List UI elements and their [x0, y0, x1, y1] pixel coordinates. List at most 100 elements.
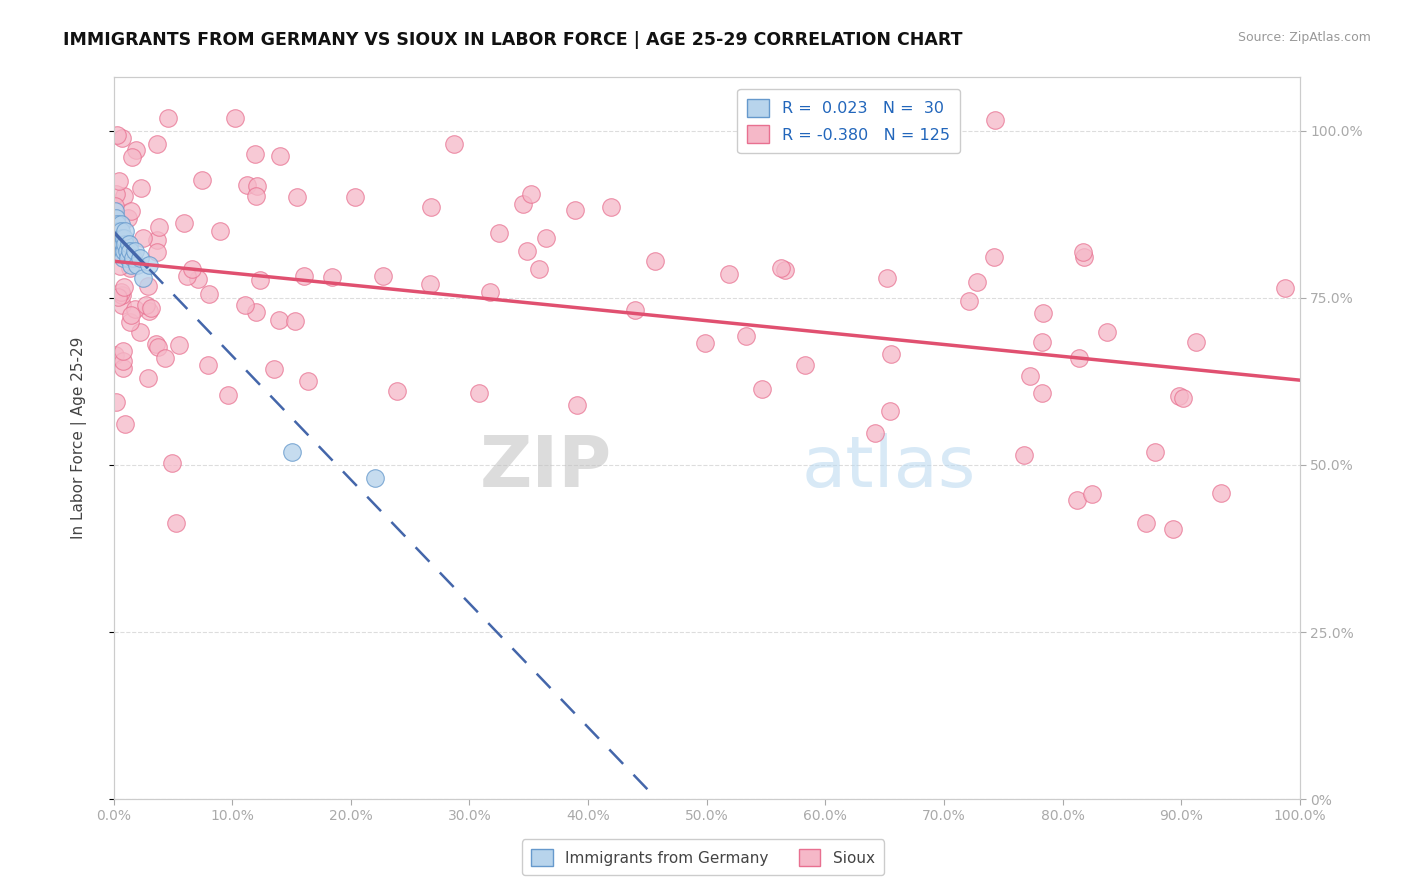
Point: [1143, 445, 1166, 459]
Point: [132, 271, 155, 285]
Point: [512, 197, 534, 211]
Y-axis label: In Labor Force | Age 25-29: In Labor Force | Age 25-29: [72, 337, 87, 540]
Point: [280, 444, 302, 458]
Point: [249, 273, 271, 287]
Point: [773, 263, 796, 277]
Point: [693, 336, 716, 351]
Point: [112, 244, 135, 259]
Point: [1071, 245, 1094, 260]
Point: [233, 298, 256, 312]
Point: [718, 267, 741, 281]
Point: [245, 304, 267, 318]
Point: [1031, 334, 1053, 349]
Point: [600, 200, 623, 214]
Point: [751, 382, 773, 396]
Point: [111, 131, 134, 145]
Point: [115, 244, 138, 259]
Point: [243, 146, 266, 161]
Point: [108, 237, 131, 252]
Point: [235, 178, 257, 193]
Point: [959, 293, 981, 308]
Point: [120, 244, 142, 259]
Point: [1161, 522, 1184, 536]
Point: [124, 301, 146, 316]
Point: [879, 403, 901, 417]
Point: [129, 325, 152, 339]
Point: [104, 199, 127, 213]
Point: [269, 149, 291, 163]
Point: [488, 226, 510, 240]
Point: [107, 290, 129, 304]
Point: [467, 385, 489, 400]
Point: [217, 388, 239, 402]
Point: [146, 137, 169, 152]
Point: [419, 277, 441, 291]
Point: [110, 224, 132, 238]
Point: [107, 224, 129, 238]
Point: [138, 304, 160, 318]
Point: [108, 260, 131, 274]
Point: [197, 358, 219, 372]
Point: [644, 253, 666, 268]
Point: [198, 286, 221, 301]
Point: [735, 329, 758, 343]
Point: [120, 203, 142, 218]
Point: [321, 270, 343, 285]
Point: [263, 361, 285, 376]
Point: [114, 237, 136, 252]
Point: [385, 384, 408, 398]
Point: [111, 287, 134, 301]
Point: [125, 143, 148, 157]
Point: [373, 268, 395, 283]
Point: [112, 231, 135, 245]
Point: [105, 211, 128, 225]
Point: [516, 244, 538, 259]
Point: [127, 258, 149, 272]
Point: [478, 285, 501, 299]
Point: [118, 261, 141, 276]
Point: [105, 128, 128, 143]
Point: [880, 347, 903, 361]
Point: [865, 426, 887, 441]
Point: [1095, 325, 1118, 339]
Point: [564, 202, 586, 217]
Point: [1184, 334, 1206, 349]
Point: [224, 111, 246, 125]
Point: [1014, 448, 1036, 462]
Point: [118, 237, 141, 252]
Point: [145, 337, 167, 351]
Point: [297, 374, 319, 388]
Point: [104, 394, 127, 409]
Point: [984, 113, 1007, 128]
Point: [1274, 281, 1296, 295]
Point: [121, 151, 143, 165]
Point: [105, 218, 128, 232]
Point: [146, 244, 169, 259]
Point: [1167, 389, 1189, 403]
Point: [245, 189, 267, 203]
Legend: R =  0.023   N =  30, R = -0.380   N = 125: R = 0.023 N = 30, R = -0.380 N = 125: [737, 89, 960, 153]
Point: [131, 231, 153, 245]
Point: [343, 189, 366, 203]
Point: [1135, 516, 1157, 530]
Point: [111, 237, 134, 252]
Point: [105, 218, 128, 232]
Point: [112, 251, 135, 265]
Text: IMMIGRANTS FROM GERMANY VS SIOUX IN LABOR FORCE | AGE 25-29 CORRELATION CHART: IMMIGRANTS FROM GERMANY VS SIOUX IN LABO…: [63, 31, 963, 49]
Point: [1081, 486, 1104, 500]
Text: Source: ZipAtlas.com: Source: ZipAtlas.com: [1237, 31, 1371, 45]
Point: [153, 351, 176, 366]
Point: [114, 224, 136, 238]
Legend: Immigrants from Germany, Sioux: Immigrants from Germany, Sioux: [522, 839, 884, 875]
Point: [124, 244, 146, 259]
Point: [565, 398, 588, 412]
Point: [111, 297, 134, 311]
Point: [111, 231, 134, 245]
Point: [443, 136, 465, 151]
Point: [190, 172, 212, 186]
Point: [112, 244, 135, 259]
Point: [1019, 369, 1042, 384]
Point: [173, 216, 195, 230]
Point: [104, 187, 127, 202]
Point: [107, 174, 129, 188]
